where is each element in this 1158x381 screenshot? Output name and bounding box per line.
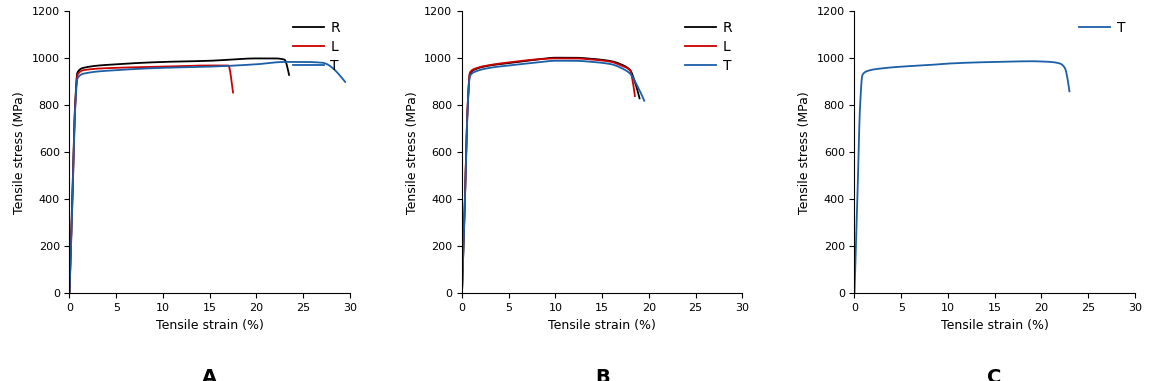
Line: T: T [855,61,1070,293]
R [549,55,563,60]
X-axis label: Tensile strain (%): Tensile strain (%) [155,319,264,331]
Y-axis label: Tensile stress (MPa): Tensile stress (MPa) [13,91,27,214]
L [181,64,195,68]
L [82,67,96,72]
T [587,60,601,64]
T [278,60,292,64]
Line: T: T [69,62,345,293]
Line: L: L [462,58,635,293]
R [221,58,235,62]
R [134,61,148,65]
T [477,67,491,71]
R [200,59,214,63]
R [89,64,103,68]
T [1004,59,1018,64]
Line: T: T [462,61,644,293]
T [63,291,76,296]
T [932,62,946,66]
R [513,59,527,64]
T [96,69,110,73]
R [632,96,646,101]
T [1003,59,1017,64]
L [580,57,594,61]
L [564,56,578,61]
L [523,58,537,62]
Line: R: R [462,58,639,293]
L [581,57,595,61]
Legend: R, L, T: R, L, T [683,18,735,76]
R [455,291,469,296]
Text: B: B [595,368,609,381]
L [628,94,642,98]
T [455,291,469,296]
R [526,58,540,62]
T [236,63,250,67]
Text: C: C [988,368,1002,381]
R [585,56,599,61]
R [250,56,264,61]
L [116,65,130,70]
R [283,72,296,77]
L [549,56,563,61]
Y-axis label: Tensile stress (MPa): Tensile stress (MPa) [798,91,811,214]
L [127,65,141,70]
Line: L: L [69,66,233,293]
T [917,63,931,67]
Legend: R, L, T: R, L, T [291,18,343,76]
L [455,291,469,296]
T [263,61,277,65]
T [588,60,602,64]
T [549,58,563,63]
T [171,65,185,70]
T [514,62,528,66]
L [226,90,240,95]
R [567,55,581,60]
L [512,59,526,64]
T [570,59,584,63]
Line: R: R [69,58,290,293]
T [338,80,352,84]
L [182,64,196,68]
T [1063,89,1077,94]
Text: A: A [203,368,218,381]
Y-axis label: Tensile stress (MPa): Tensile stress (MPa) [405,91,418,214]
T [637,98,651,103]
R [63,291,76,296]
T [153,66,167,70]
L [63,291,76,296]
Legend: T: T [1076,18,1128,38]
L [203,63,217,68]
L [476,64,490,69]
T [848,291,862,296]
X-axis label: Tensile strain (%): Tensile strain (%) [940,319,1049,331]
R [222,58,236,62]
T [527,60,541,65]
R [584,56,598,61]
R [149,60,163,64]
L [166,64,179,69]
T [262,61,276,66]
R [476,64,490,69]
X-axis label: Tensile strain (%): Tensile strain (%) [548,319,657,331]
T [1025,59,1039,64]
T [983,60,997,64]
T [873,66,887,71]
